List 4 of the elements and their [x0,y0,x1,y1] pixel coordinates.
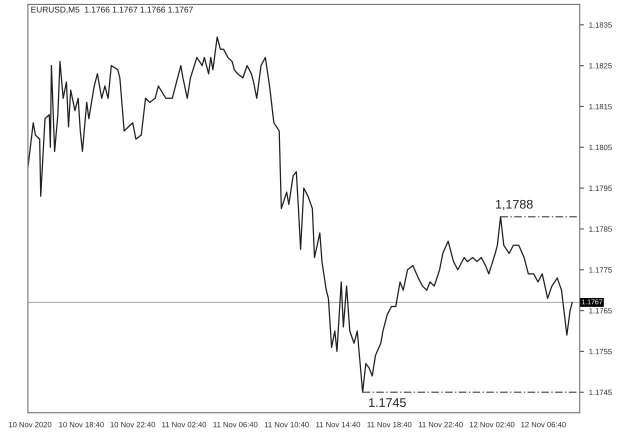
annotation: 1.1745 [369,398,406,407]
line-series [28,36,573,393]
annotation: 1,1788 [496,200,533,210]
chart-title: EURUSD,M5 1.1766 1.1767 1.1766 1.1767 [31,6,193,14]
